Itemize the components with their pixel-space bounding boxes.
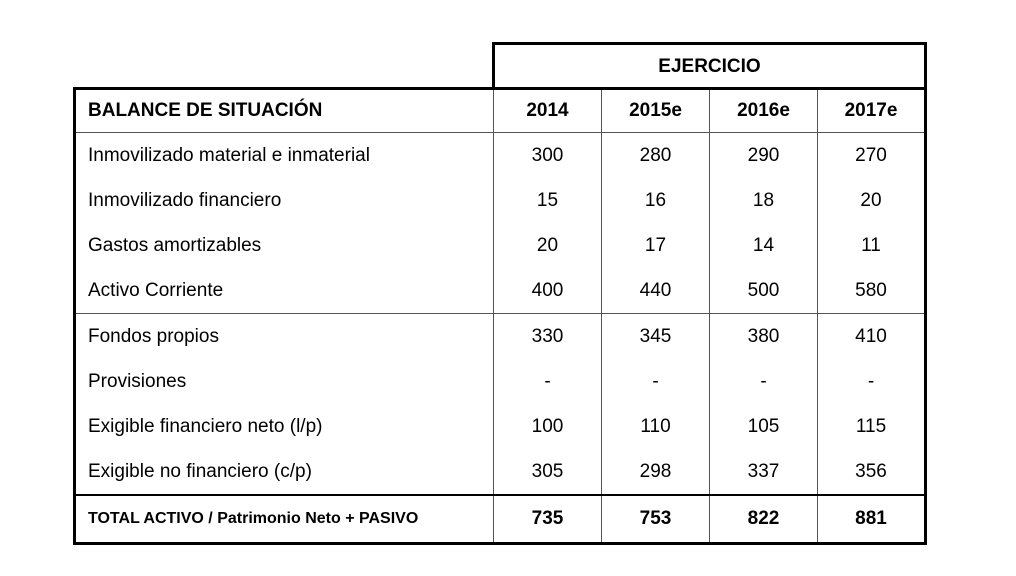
ejercicio-header: EJERCICIO: [492, 42, 927, 89]
cell-value: 298: [601, 449, 710, 495]
cell-value: -: [493, 359, 602, 404]
cell-value: 14: [709, 223, 818, 268]
header-row: BALANCE DE SITUACIÓN 2014 2015e 2016e 20…: [74, 88, 926, 133]
cell-value: 380: [709, 313, 818, 359]
table-row: Provisiones - - - -: [75, 359, 926, 404]
year-header: 2014: [493, 88, 602, 133]
row-label: Exigible financiero neto (l/p): [88, 415, 323, 437]
year-header: 2015e: [601, 88, 710, 133]
cell-value: 500: [709, 268, 818, 314]
cell-value: 115: [817, 404, 926, 449]
cell-value: 16: [601, 178, 710, 223]
total-value: 881: [817, 494, 926, 544]
year-header: 2017e: [817, 88, 926, 133]
cell-value: 305: [493, 449, 602, 495]
row-label: Fondos propios: [74, 313, 494, 359]
cell-value: 300: [493, 132, 602, 178]
table-row: Exigible no financiero (c/p) 305 298 337…: [75, 449, 926, 495]
cell-value: 580: [817, 268, 926, 314]
row-label: Provisiones: [88, 370, 187, 392]
row-label: Inmovilizado financiero: [88, 189, 282, 211]
table-row: Inmovilizado material e inmaterial 300 2…: [75, 132, 926, 178]
table-row: Fondos propios 330 345 380 410: [74, 313, 926, 359]
cell-value: 110: [601, 404, 710, 449]
total-value: 753: [601, 494, 710, 544]
row-label: Exigible no financiero (c/p): [88, 460, 312, 482]
cell-value: 280: [601, 132, 710, 178]
table-row: Exigible financiero neto (l/p) 100 110 1…: [75, 404, 926, 449]
cell-value: 410: [817, 313, 926, 359]
cell-value: 330: [493, 313, 602, 359]
total-value: 822: [709, 494, 818, 544]
table-title: BALANCE DE SITUACIÓN: [74, 88, 494, 133]
cell-value: 17: [601, 223, 710, 268]
cell-value: 105: [709, 404, 818, 449]
cell-value: 400: [493, 268, 602, 314]
row-label: Activo Corriente: [88, 279, 224, 301]
total-value: 735: [493, 494, 602, 544]
table-row: Activo Corriente 400 440 500 580: [75, 268, 926, 314]
cell-value: 100: [493, 404, 602, 449]
cell-value: 15: [493, 178, 602, 223]
cell-value: 345: [601, 313, 710, 359]
total-label: TOTAL ACTIVO / Patrimonio Neto + PASIVO: [74, 494, 494, 544]
balance-table: BALANCE DE SITUACIÓN 2014 2015e 2016e 20…: [73, 87, 927, 545]
table-row: Inmovilizado financiero 15 16 18 20: [75, 178, 926, 223]
cell-value: 337: [709, 449, 818, 495]
cell-value: -: [709, 359, 818, 404]
cell-value: 20: [817, 178, 926, 223]
cell-value: 440: [601, 268, 710, 314]
cell-value: 18: [709, 178, 818, 223]
cell-value: 270: [817, 132, 926, 178]
cell-value: 356: [817, 449, 926, 495]
row-label: Inmovilizado material e inmaterial: [88, 144, 370, 166]
cell-value: -: [601, 359, 710, 404]
row-label: Gastos amortizables: [88, 234, 262, 256]
cell-value: 20: [493, 223, 602, 268]
total-row: TOTAL ACTIVO / Patrimonio Neto + PASIVO …: [74, 494, 926, 544]
cell-value: 290: [709, 132, 818, 178]
year-header: 2016e: [709, 88, 818, 133]
table-row: Gastos amortizables 20 17 14 11: [75, 223, 926, 268]
cell-value: -: [817, 359, 926, 404]
cell-value: 11: [817, 223, 926, 268]
